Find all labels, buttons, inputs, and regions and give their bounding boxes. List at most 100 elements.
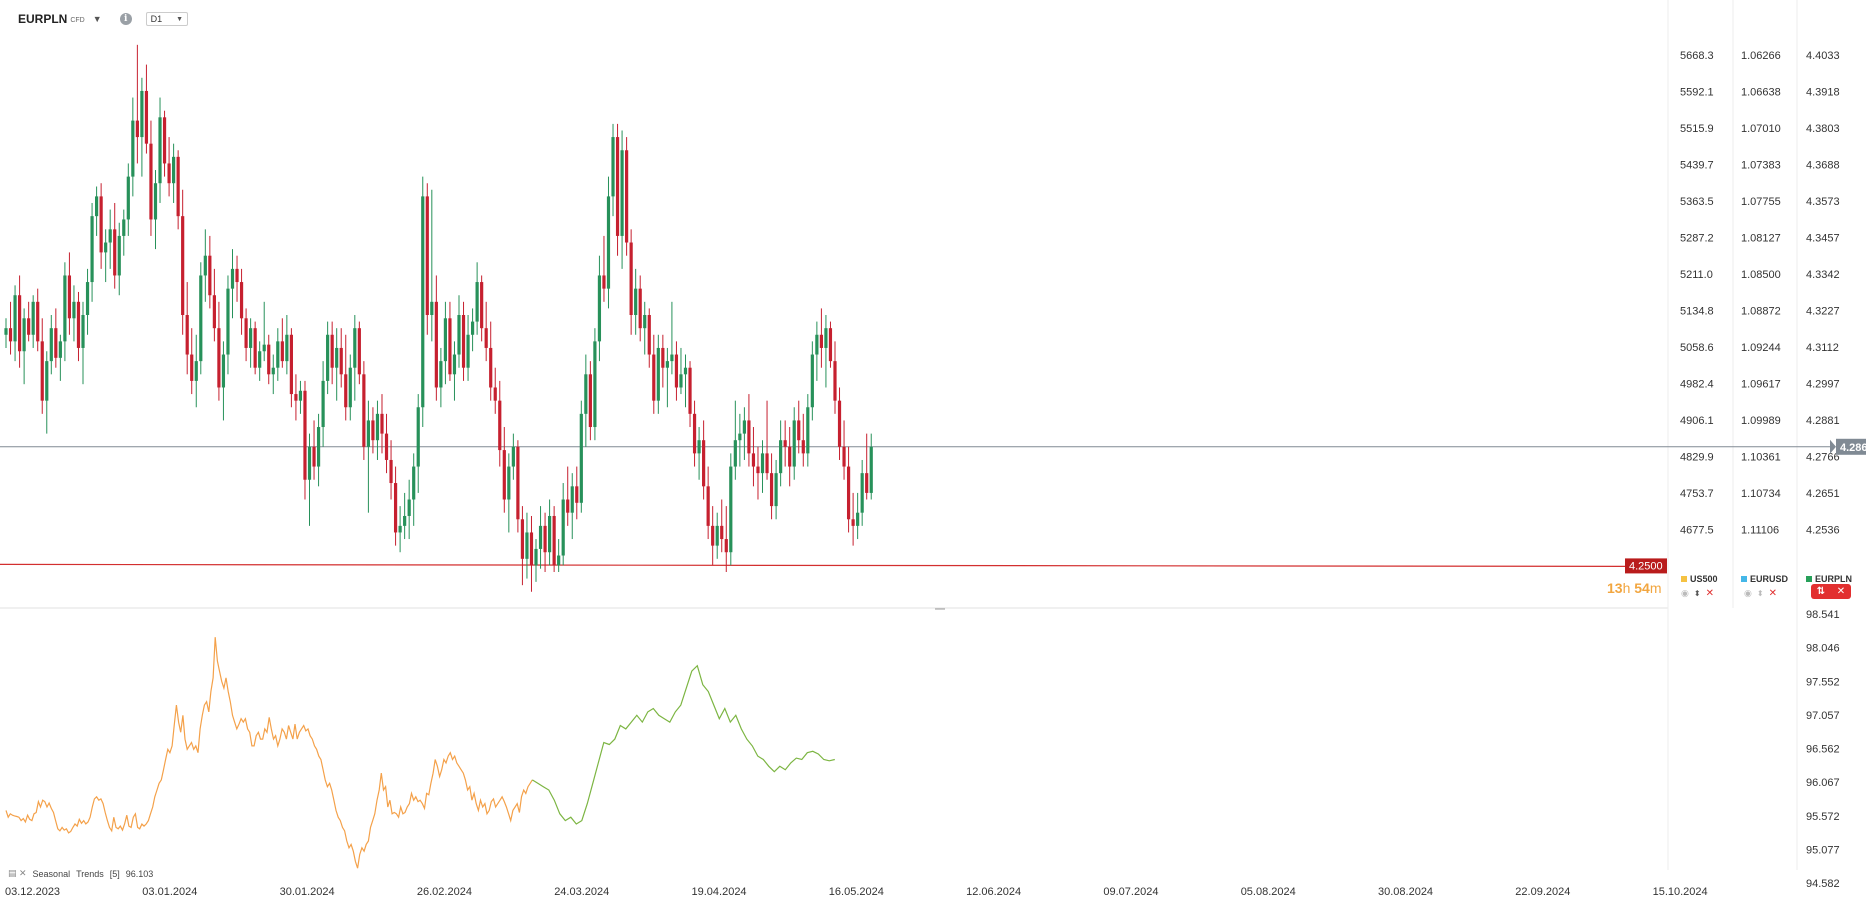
axis-tick-label: 1.09989 xyxy=(1741,415,1781,427)
candle-body xyxy=(267,344,271,375)
candle-body xyxy=(194,361,198,381)
candle-body xyxy=(797,420,801,441)
symbol-dropdown-icon[interactable]: ▼ xyxy=(92,14,102,24)
legend-label: EURPLN xyxy=(1815,574,1853,584)
close-icon[interactable]: ✕ xyxy=(1768,588,1777,599)
level-line xyxy=(0,563,1626,568)
symbol-type: CFD xyxy=(70,17,85,24)
candle-countdown: 13h 54m xyxy=(1607,580,1662,596)
candle-body xyxy=(692,413,697,454)
timer-hours-unit: h xyxy=(1622,580,1631,596)
eye-icon[interactable]: ◉ xyxy=(1681,588,1689,598)
axis-tick-label: 1.10361 xyxy=(1741,452,1781,464)
close-icon[interactable]: ✕ xyxy=(1705,588,1714,599)
candle-body xyxy=(4,328,8,335)
candle-body xyxy=(760,453,765,474)
level-tag xyxy=(1625,558,1667,574)
price-axes: 5668.3 5592.1 5515.9 5439.7 5363.5 5287.2 5211… xyxy=(1680,50,1840,537)
axis-tick-label: 4.2881 xyxy=(1806,415,1840,427)
candle-body xyxy=(294,394,298,401)
legend-eurpln[interactable]: EURPLN xyxy=(1806,574,1852,584)
candle-body xyxy=(276,341,280,368)
axis-tick-label: 5439.7 xyxy=(1680,160,1714,172)
candle-body xyxy=(22,318,26,352)
candle-body xyxy=(63,275,67,342)
candle-body xyxy=(846,466,851,520)
candle-body xyxy=(620,150,624,236)
axis-tick-label: 95.572 xyxy=(1806,811,1840,823)
symbol-name[interactable]: EURPLN xyxy=(18,12,68,26)
info-icon[interactable]: i xyxy=(119,13,132,25)
indicator-type: Trends xyxy=(76,868,104,879)
axis-tick-label: 4.4033 xyxy=(1806,50,1840,62)
candle-body xyxy=(122,219,126,236)
candle-body xyxy=(597,275,602,342)
candle-body xyxy=(665,361,669,368)
seasonal-trends-icons[interactable]: ▤ ✕ xyxy=(8,868,27,878)
candle-body xyxy=(493,387,497,401)
candle-body xyxy=(729,466,733,553)
candle-body xyxy=(502,450,506,500)
candle-body xyxy=(221,354,226,388)
candle-body xyxy=(108,229,112,243)
price-tag-arrow xyxy=(1830,439,1836,454)
candle-body xyxy=(484,328,488,348)
candle-body xyxy=(49,328,53,362)
candle-body xyxy=(398,525,402,533)
candle-body xyxy=(529,532,534,566)
candle-body xyxy=(593,341,597,428)
candle-body xyxy=(715,525,719,546)
axis-tick-label: 98.541 xyxy=(1806,609,1840,621)
candle-body xyxy=(353,328,357,368)
candle-body xyxy=(679,374,683,388)
candle-body xyxy=(208,255,212,296)
axis-tick-label: 1.07010 xyxy=(1741,123,1781,135)
eurusd-controls: ◉ ⬍ ✕ xyxy=(1744,588,1777,599)
date-tick-label: 09.07.2024 xyxy=(1103,886,1158,898)
candle-body xyxy=(819,334,823,348)
legend-us500[interactable]: US500 xyxy=(1681,574,1718,584)
axis-tick-label: 1.09244 xyxy=(1741,342,1781,354)
indicator-period: [5] xyxy=(109,868,120,879)
move-up-down-icon[interactable]: ⬍ xyxy=(1756,589,1764,598)
move-up-down-icon[interactable]: ⬍ xyxy=(1693,589,1701,598)
axis-tick-label: 1.07383 xyxy=(1741,160,1781,172)
candle-body xyxy=(711,525,715,546)
axis-tick-label: 1.10734 xyxy=(1741,488,1781,500)
candle-body xyxy=(144,90,149,144)
sort-arrows-icon[interactable]: ⇅ xyxy=(1816,586,1826,597)
close-icon[interactable]: ✕ xyxy=(1836,586,1846,597)
candle-body xyxy=(674,354,679,388)
horizontal-level-line[interactable] xyxy=(0,563,1626,568)
candle-body xyxy=(289,334,293,395)
timeframe-select[interactable]: D1 ▼ xyxy=(145,12,189,26)
axis-tick-label: 1.08872 xyxy=(1741,306,1781,318)
legend-label: US500 xyxy=(1690,574,1718,584)
candle-body xyxy=(389,459,393,484)
candlestick-series[interactable] xyxy=(4,44,873,592)
candle-body xyxy=(475,282,479,322)
candle-body xyxy=(516,446,520,520)
candle-body xyxy=(643,315,647,329)
axis-tick-label: 98.046 xyxy=(1806,643,1840,655)
candle-body xyxy=(271,367,275,375)
candle-body xyxy=(557,555,561,566)
date-tick-label: 16.05.2024 xyxy=(829,886,884,898)
candle-body xyxy=(344,374,348,408)
candle-body xyxy=(552,515,556,566)
seasonal-axis: 98.541 98.046 97.552 97.057 96.562 96.067 95.5… xyxy=(1806,609,1840,890)
candle-body xyxy=(285,334,289,362)
candle-body xyxy=(303,390,307,480)
legend-eurusd[interactable]: EURUSD xyxy=(1741,574,1788,584)
candle-body xyxy=(326,334,330,381)
eye-icon[interactable]: ◉ xyxy=(1744,588,1752,598)
candle-body xyxy=(126,176,130,220)
timer-minutes: 54 xyxy=(1634,580,1650,596)
candle-body xyxy=(461,315,466,368)
candle-body xyxy=(837,400,842,447)
axis-tick-label: 4.3457 xyxy=(1806,233,1840,245)
eurpln-controls[interactable]: ⇅ ✕ xyxy=(1811,584,1851,599)
candle-body xyxy=(348,367,352,408)
candle-body xyxy=(135,120,139,138)
